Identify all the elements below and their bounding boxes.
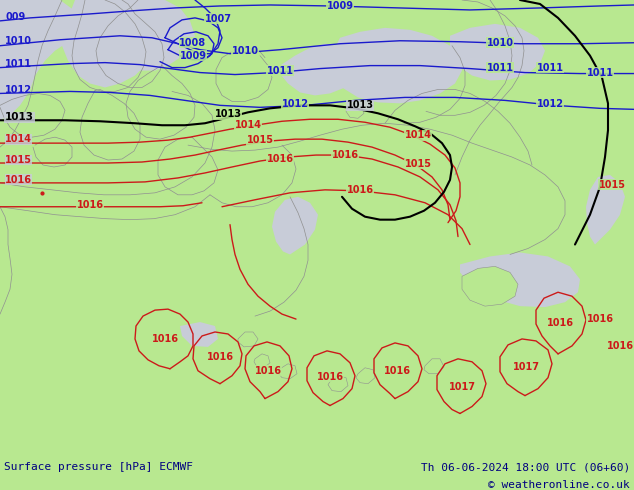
Polygon shape [424, 359, 444, 374]
Text: 1013: 1013 [214, 109, 242, 119]
Polygon shape [62, 0, 150, 88]
Polygon shape [180, 322, 218, 347]
Polygon shape [278, 364, 297, 379]
Polygon shape [356, 368, 375, 384]
Text: 1017: 1017 [448, 382, 476, 392]
Polygon shape [450, 24, 545, 80]
Polygon shape [110, 0, 195, 71]
Text: Surface pressure [hPa] ECMWF: Surface pressure [hPa] ECMWF [4, 462, 193, 472]
Text: 1011: 1011 [486, 63, 514, 73]
Text: 1011: 1011 [5, 59, 32, 69]
Text: 1013: 1013 [5, 112, 34, 122]
Polygon shape [254, 354, 270, 368]
Polygon shape [328, 376, 348, 392]
Text: 1009: 1009 [179, 50, 207, 61]
Polygon shape [272, 197, 318, 254]
Text: 1011: 1011 [266, 66, 294, 75]
Text: 1016: 1016 [384, 366, 410, 376]
Text: 1015: 1015 [404, 159, 432, 169]
Text: 1014: 1014 [404, 130, 432, 140]
Text: 1010: 1010 [486, 38, 514, 48]
Text: 1016: 1016 [152, 334, 179, 344]
Text: 1011: 1011 [586, 68, 614, 77]
Text: 1009: 1009 [327, 1, 354, 11]
Text: 009: 009 [5, 12, 25, 22]
Text: 1008: 1008 [179, 38, 207, 48]
Text: 1012: 1012 [281, 99, 309, 109]
Text: 1016: 1016 [607, 341, 633, 351]
Text: 1010: 1010 [5, 36, 32, 46]
Polygon shape [460, 252, 580, 307]
Text: 1016: 1016 [547, 318, 574, 328]
Polygon shape [586, 175, 625, 245]
Polygon shape [238, 332, 258, 347]
Text: 1016: 1016 [266, 154, 294, 164]
Text: 1012: 1012 [5, 85, 32, 96]
Text: 1014: 1014 [235, 120, 261, 130]
Polygon shape [280, 44, 358, 96]
Text: 1007: 1007 [205, 14, 231, 24]
Text: 1016: 1016 [254, 366, 281, 376]
Text: 1012: 1012 [536, 99, 564, 109]
Text: 1015: 1015 [247, 135, 273, 145]
Text: 1013: 1013 [347, 100, 373, 110]
Text: 1016: 1016 [77, 200, 103, 210]
Text: 1016: 1016 [5, 175, 32, 185]
Text: © weatheronline.co.uk: © weatheronline.co.uk [488, 480, 630, 490]
Polygon shape [346, 103, 364, 118]
Text: 1016: 1016 [207, 352, 233, 362]
Polygon shape [462, 267, 518, 306]
Text: 1016: 1016 [586, 314, 614, 324]
Text: 1017: 1017 [512, 362, 540, 372]
Text: 1015: 1015 [598, 180, 626, 190]
Text: 1011: 1011 [536, 63, 564, 73]
Text: Th 06-06-2024 18:00 UTC (06+60): Th 06-06-2024 18:00 UTC (06+60) [421, 462, 630, 472]
Polygon shape [330, 28, 462, 103]
Text: 1010: 1010 [231, 46, 259, 56]
Text: 1016: 1016 [332, 150, 358, 160]
Text: 1014: 1014 [5, 134, 32, 144]
Text: 1015: 1015 [5, 155, 32, 165]
Polygon shape [0, 0, 80, 120]
Text: 1016: 1016 [347, 185, 373, 195]
Text: 1016: 1016 [316, 372, 344, 382]
